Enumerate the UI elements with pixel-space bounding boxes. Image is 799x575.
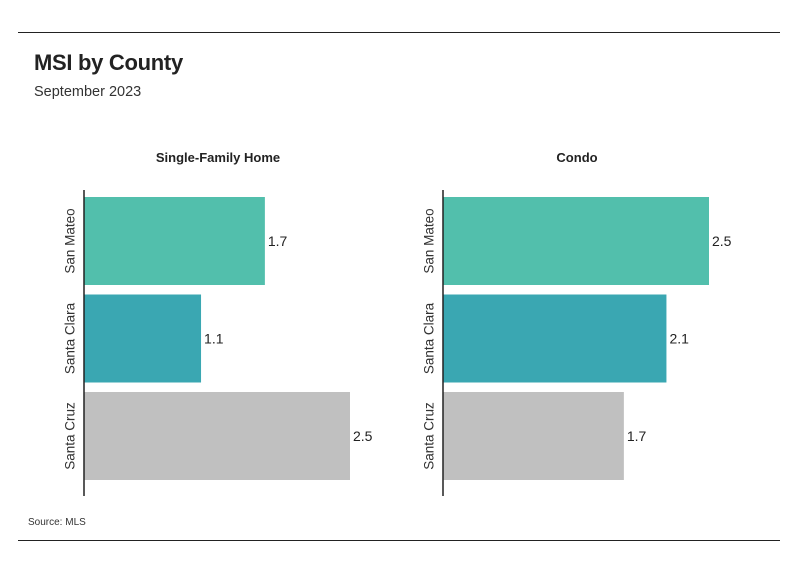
chart-panel-single-family-home: Single-Family Home 1.7 San Mateo 1.1 Santa C… xyxy=(63,150,373,496)
top-rule xyxy=(18,32,780,33)
data-label-santa-clara: 1.1 xyxy=(204,331,224,347)
category-label-san-mateo: San Mateo xyxy=(63,208,78,273)
chart-title: Single-Family Home xyxy=(156,150,280,165)
bar-san-mateo xyxy=(443,197,709,285)
data-label-santa-cruz: 2.5 xyxy=(353,428,373,444)
bar-san-mateo xyxy=(84,197,265,285)
bar-santa-cruz xyxy=(84,392,350,480)
category-label-santa-cruz: Santa Cruz xyxy=(63,402,78,470)
page-subtitle: September 2023 xyxy=(34,84,142,100)
data-label-santa-cruz: 1.7 xyxy=(627,428,647,444)
category-label-san-mateo: San Mateo xyxy=(422,208,437,273)
page-title: MSI by County xyxy=(34,50,183,75)
chart-title: Condo xyxy=(556,150,597,165)
chart-panel-condo: Condo 2.5 San Mateo 2.1 Santa Clara 1.7 Santa … xyxy=(422,150,732,496)
data-label-san-mateo: 1.7 xyxy=(268,233,288,249)
bar-santa-clara xyxy=(443,294,667,383)
data-label-san-mateo: 2.5 xyxy=(712,233,732,249)
category-label-santa-clara: Santa Clara xyxy=(63,302,78,374)
bar-santa-cruz xyxy=(443,392,624,480)
category-label-santa-clara: Santa Clara xyxy=(422,302,437,374)
bottom-rule xyxy=(18,540,780,541)
data-label-santa-clara: 2.1 xyxy=(669,331,689,347)
source-note: Source: MLS xyxy=(28,517,86,528)
bar-santa-clara xyxy=(84,294,202,383)
category-label-santa-cruz: Santa Cruz xyxy=(422,402,437,470)
